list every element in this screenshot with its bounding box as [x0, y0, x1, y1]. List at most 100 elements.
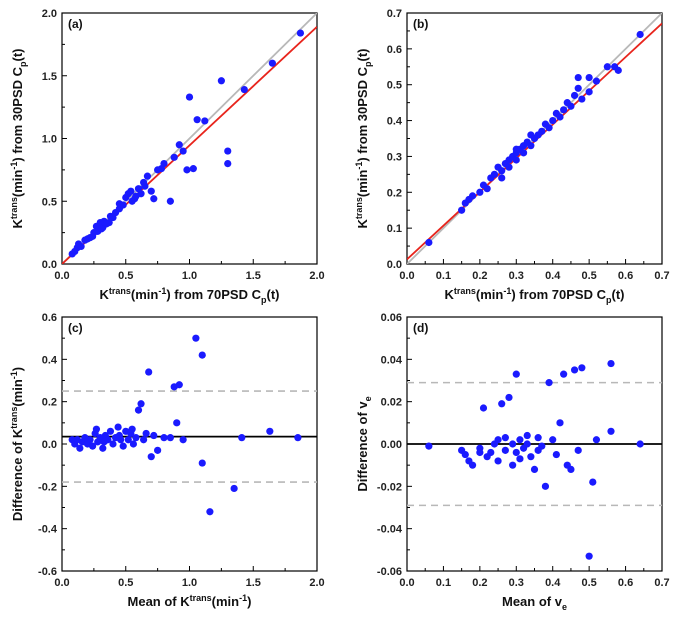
label-part: ) from 30PSD C [10, 66, 25, 161]
data-point [145, 368, 153, 376]
data-point [549, 116, 557, 125]
x-tick-label: 0.4 [545, 270, 561, 282]
y-tick-label: 0.2 [42, 397, 57, 409]
label-sup: -1 [239, 593, 247, 603]
label-sup: trans [190, 593, 212, 603]
data-point [607, 427, 615, 435]
y-tick-label: -0.6 [38, 566, 57, 578]
x-tick-label: 1.5 [246, 577, 261, 589]
data-point [189, 165, 197, 173]
label-sub: p [606, 295, 612, 305]
data-point [570, 366, 579, 374]
data-point [192, 334, 200, 342]
label-part: (min [355, 170, 370, 198]
y-tick-label: 0.4 [387, 116, 403, 128]
label-part: (min [131, 287, 159, 302]
label-sup: -1 [158, 286, 166, 296]
data-point [76, 444, 84, 452]
data-point [425, 238, 433, 247]
data-point [549, 436, 557, 444]
data-point [238, 434, 246, 442]
x-tick-label: 1.0 [182, 270, 197, 282]
y-tick-label: -0.06 [377, 566, 402, 578]
label-part: K [444, 287, 454, 302]
label-part: Mean of K [128, 594, 191, 609]
x-tick-label: 0.5 [118, 577, 133, 589]
data-point [240, 85, 248, 94]
panel-label: (a) [68, 17, 83, 31]
x-tick-label: 0.5 [581, 270, 596, 282]
data-point [516, 436, 524, 444]
x-tick-label: 0.1 [436, 577, 451, 589]
label-part: ) from 70PSD C [166, 287, 261, 302]
panel-label: (d) [413, 321, 428, 335]
data-point [534, 434, 542, 442]
data-point [556, 419, 564, 427]
data-point [92, 425, 101, 433]
data-point [494, 436, 502, 444]
panel-c: 0.0 0.5 1.0 1.5 2.0 -0.6 -0.4 -0.2 0.0 0.2 0.4 0.6 (… [9, 312, 325, 609]
x-tick-label: 1.5 [246, 270, 261, 282]
y-tick-label: 0.0 [42, 439, 57, 451]
data-point [614, 66, 622, 74]
data-point [516, 455, 524, 463]
data-point [160, 160, 168, 168]
x-tick-label: 0.0 [54, 577, 69, 589]
y-tick-label: 0.7 [387, 8, 402, 20]
label-sub: p [363, 61, 373, 67]
y-tick-label: 2.0 [42, 8, 57, 20]
data-point [154, 446, 162, 454]
y-tick-label: 0.4 [42, 354, 58, 366]
panel-label: (b) [413, 17, 428, 31]
data-point [89, 232, 97, 240]
panel-a: 0.0 0.5 1.0 1.5 2.00.00.51.01.52.0(a)Ktrans(… [9, 8, 325, 305]
data-point [86, 436, 94, 444]
data-point [143, 172, 152, 180]
data-point [494, 457, 502, 465]
data-point [461, 450, 469, 459]
data-point [115, 431, 123, 440]
data-point [574, 84, 582, 92]
data-point [468, 192, 477, 200]
y-tick-label: 0.6 [387, 44, 402, 56]
data-point [166, 434, 174, 442]
x-tick-label: 2.0 [309, 270, 324, 282]
data-point [129, 440, 137, 448]
data-point [501, 434, 509, 442]
x-tick-label: 0.3 [509, 577, 524, 589]
data-point [425, 442, 433, 450]
label-part: (min [212, 594, 240, 609]
data-point [592, 436, 601, 444]
y-tick-label: 1.5 [42, 71, 57, 83]
data-point [140, 436, 148, 444]
x-axis-label: Ktrans(min-1) from 70PSD Cp(t) [99, 286, 279, 305]
data-point [160, 434, 168, 442]
data-point [114, 423, 122, 431]
label-sub: e [363, 396, 373, 401]
data-point [97, 225, 106, 233]
label-part: (t) [267, 287, 280, 302]
data-point [567, 102, 575, 110]
label-part: ) [10, 367, 25, 371]
x-tick-label: 0.6 [618, 577, 633, 589]
data-point [530, 465, 539, 473]
data-point [193, 116, 201, 124]
label-sup: trans [454, 286, 476, 296]
data-point [142, 429, 150, 438]
data-point [127, 187, 135, 195]
y-tick-label: 0.0 [42, 259, 57, 271]
label-part: ) [247, 594, 251, 609]
data-point [106, 427, 115, 435]
label-sup: -1 [503, 286, 511, 296]
data-point [636, 440, 644, 448]
data-point [150, 431, 158, 440]
data-point [224, 147, 232, 155]
data-point [534, 446, 542, 454]
data-point [556, 113, 564, 121]
label-sup: -1 [9, 162, 19, 170]
data-point [505, 393, 513, 402]
label-sup: trans [354, 197, 364, 219]
y-tick-label: 0.02 [381, 397, 402, 409]
